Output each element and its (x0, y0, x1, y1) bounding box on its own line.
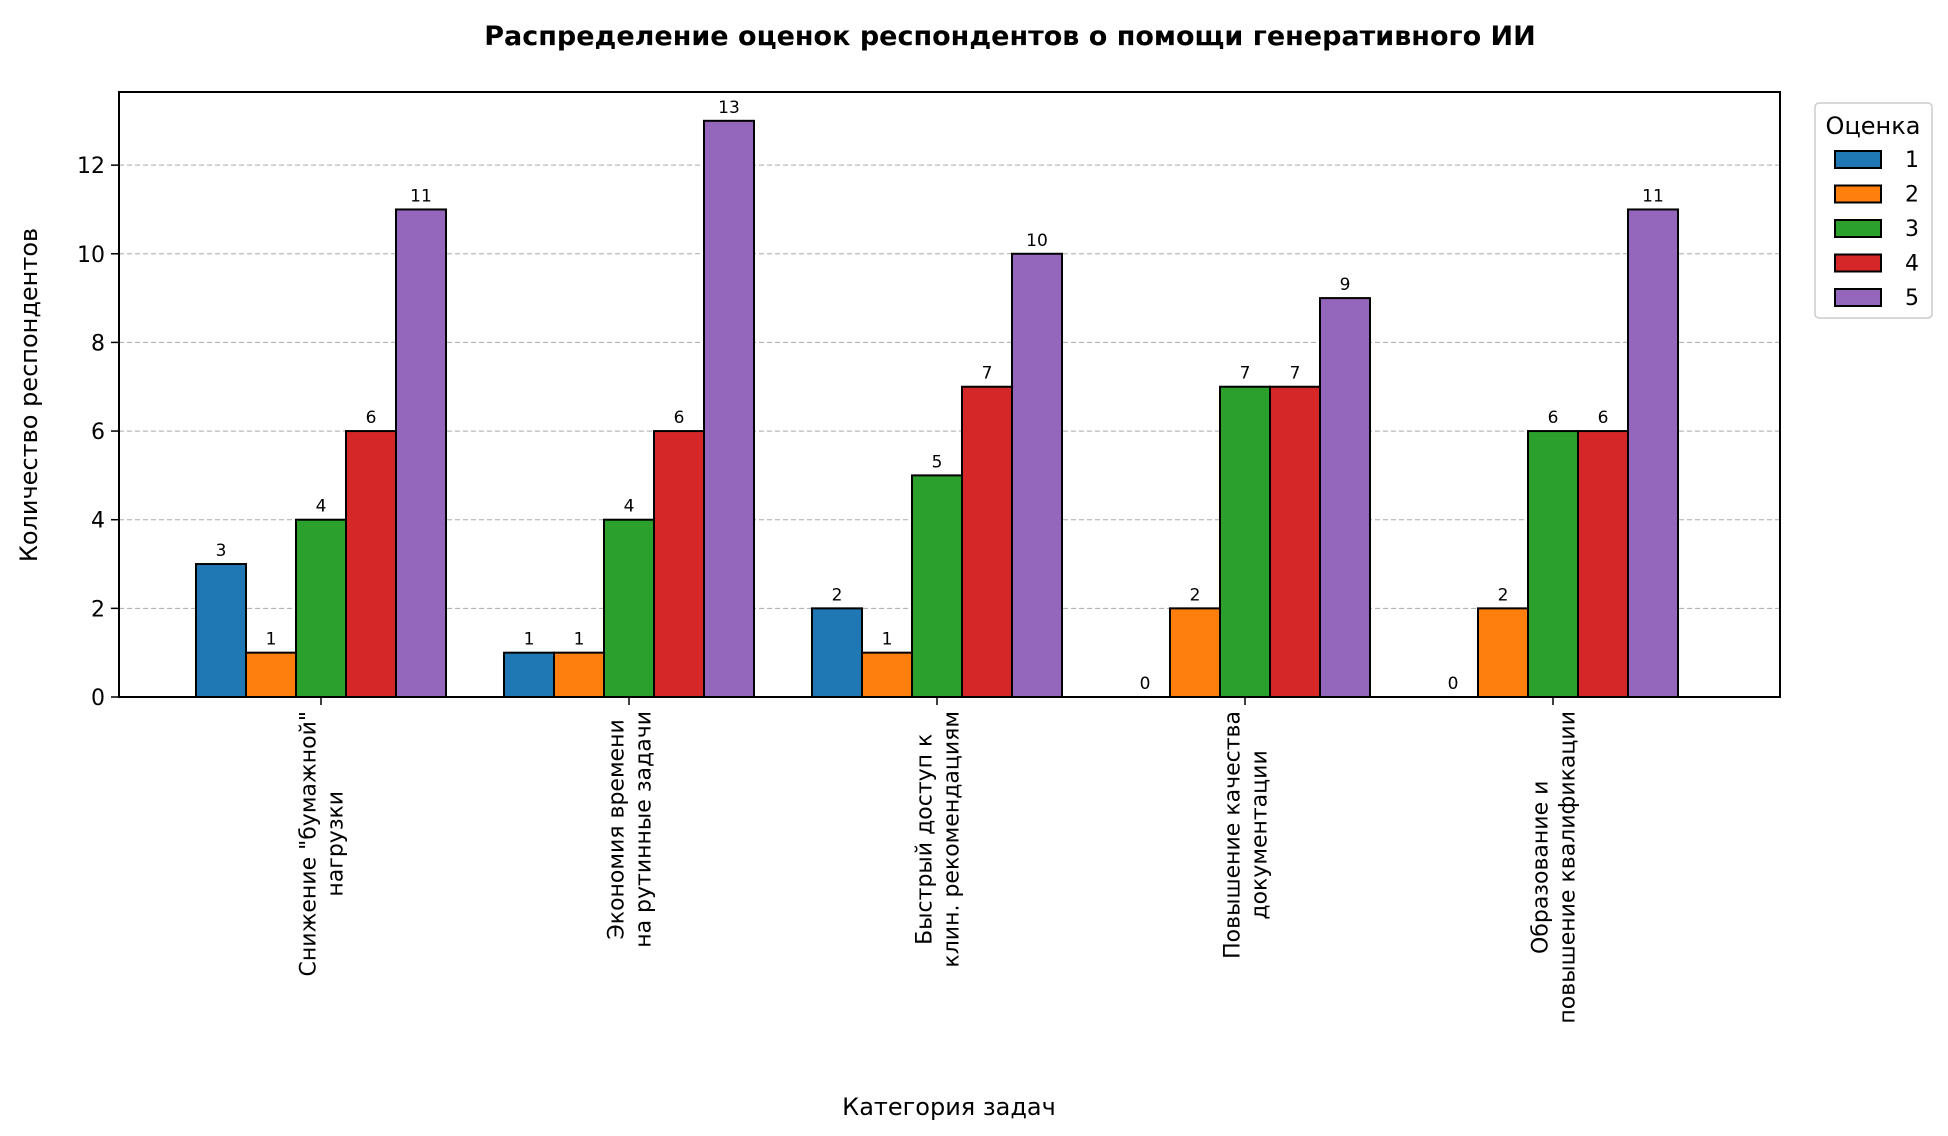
bar (503, 651, 555, 699)
bar (653, 430, 705, 698)
bar (1477, 607, 1529, 698)
data-label: 1 (266, 630, 277, 650)
y-tick-label: 8 (91, 331, 105, 356)
x-tick-label-line: Экономия времени (605, 719, 630, 939)
legend-swatch (1834, 253, 1882, 273)
x-tick-label: Быстрый доступ кклин. рекомендациям (913, 711, 965, 968)
legend-label: 3 (1905, 217, 1919, 242)
data-label: 3 (216, 541, 227, 561)
bar (553, 651, 605, 699)
data-label: 9 (1340, 275, 1351, 295)
data-label: 4 (316, 497, 327, 517)
legend-label: 2 (1905, 183, 1919, 208)
data-label: 1 (574, 630, 585, 650)
bar (1577, 430, 1629, 698)
data-label: 6 (1598, 408, 1609, 428)
bar (1011, 252, 1063, 698)
data-label: 0 (1448, 674, 1459, 694)
data-label: 1 (882, 630, 893, 650)
bar (861, 651, 913, 699)
bar (961, 385, 1013, 698)
bar (1269, 385, 1321, 698)
y-tick-label: 10 (77, 243, 105, 268)
bar (811, 607, 863, 698)
legend: Оценка 1 2 3 4 5 (1814, 102, 1933, 319)
legend-label: 5 (1905, 286, 1919, 311)
legend-swatch (1834, 184, 1882, 204)
bar (911, 474, 963, 698)
legend-swatch (1834, 219, 1882, 238)
data-label: 11 (1642, 186, 1664, 206)
bar (1169, 607, 1221, 698)
data-label: 11 (410, 186, 432, 206)
x-tick-label-line: Быстрый доступ к (913, 734, 938, 945)
data-label: 6 (1548, 408, 1559, 428)
data-label: 7 (1240, 364, 1251, 384)
data-label: 7 (982, 364, 993, 384)
data-label: 2 (832, 585, 843, 605)
chart-title: Распределение оценок респондентов о помо… (484, 21, 1536, 52)
data-label: 13 (718, 98, 740, 118)
bar (1527, 430, 1579, 698)
x-tick-label-line: клин. рекомендациям (940, 711, 965, 968)
bar (1319, 297, 1371, 698)
data-label: 0 (1140, 674, 1151, 694)
data-label: 7 (1290, 364, 1301, 384)
x-tick-label-line: нагрузки (324, 791, 349, 897)
data-label: 6 (366, 408, 377, 428)
data-label: 2 (1498, 585, 1509, 605)
bar (1219, 385, 1271, 698)
bar (1627, 208, 1679, 698)
y-axis-label: Количество респондентов (15, 228, 43, 562)
x-tick-label: Снижение "бумажной"нагрузки (297, 711, 349, 976)
y-tick-label: 6 (91, 420, 105, 445)
data-label: 5 (932, 452, 943, 472)
legend-title: Оценка (1826, 112, 1921, 140)
bar (245, 651, 297, 699)
x-tick-label: Повышение качествадокументации (1221, 711, 1273, 959)
data-label: 1 (524, 630, 535, 650)
bar (395, 208, 447, 698)
x-tick-label-line: документации (1248, 750, 1273, 919)
y-tick-label: 12 (77, 154, 105, 179)
legend-label: 1 (1905, 148, 1919, 173)
x-tick-label-line: повышение квалификации (1556, 711, 1581, 1024)
data-label: 4 (624, 497, 635, 517)
x-tick-label-line: Снижение "бумажной" (297, 711, 322, 976)
legend-swatch (1834, 150, 1882, 169)
bar (295, 518, 347, 699)
data-label: 2 (1190, 585, 1201, 605)
legend-label: 4 (1905, 252, 1919, 277)
plot-frame (118, 91, 1781, 698)
bar (703, 119, 755, 699)
x-tick-label: Экономия временина рутинные задачи (605, 711, 657, 948)
y-tick-label: 2 (91, 597, 105, 622)
data-label: 6 (674, 408, 685, 428)
x-tick-label-line: на рутинные задачи (632, 711, 657, 948)
bar (603, 518, 655, 699)
data-label: 10 (1026, 231, 1048, 251)
legend-swatch (1834, 288, 1882, 307)
x-tick-label-line: Образование и (1529, 781, 1554, 954)
bar (345, 430, 397, 698)
x-tick-label: Образование иповышение квалификации (1529, 711, 1581, 1024)
x-tick-label-line: Повышение качества (1221, 711, 1246, 959)
x-axis-label: Категория задач (842, 1093, 1056, 1121)
bar (195, 563, 247, 698)
y-tick-label: 4 (91, 509, 105, 534)
y-tick-label: 0 (91, 686, 105, 711)
